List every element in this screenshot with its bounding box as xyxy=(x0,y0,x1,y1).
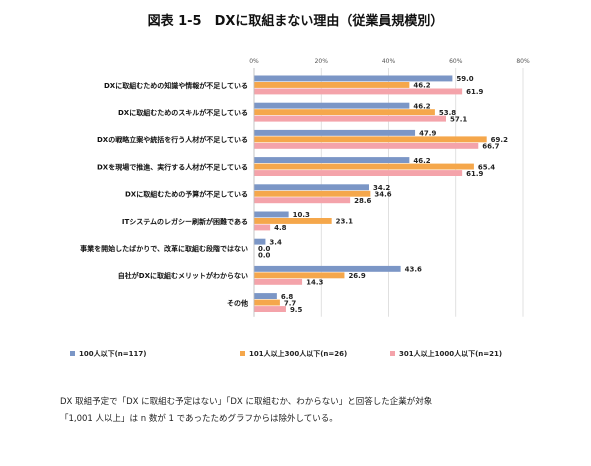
data-label: 43.6 xyxy=(405,266,422,274)
category-label: その他 xyxy=(227,298,248,307)
chart-title: 図表 1-5 DXに取組まない理由（従業員規模別） xyxy=(147,14,444,29)
data-label: 53.8 xyxy=(439,109,456,117)
bar xyxy=(254,306,286,312)
bar xyxy=(254,197,351,204)
category-label: 自社がDXに取組むメリットがわからない xyxy=(118,271,248,280)
bar xyxy=(254,184,369,191)
data-label: 69.2 xyxy=(491,136,508,144)
tick-label: 40% xyxy=(382,58,396,65)
data-label: 14.3 xyxy=(306,279,323,287)
legend-label: 301人以上1000人以下(n=21) xyxy=(399,349,502,358)
data-label: 59.0 xyxy=(456,75,473,83)
bar xyxy=(254,163,474,170)
data-label: 61.9 xyxy=(466,88,483,96)
tick-label: 0% xyxy=(249,58,259,65)
data-label: 47.9 xyxy=(419,130,436,138)
bar xyxy=(254,136,487,143)
category-label: DXに取組むための予算が不足している xyxy=(125,190,248,199)
tick-label: 20% xyxy=(315,58,329,65)
tick-label: 60% xyxy=(449,58,463,65)
data-label: 3.4 xyxy=(269,238,282,246)
category-label: DXに取組むための知識や情報が不足している xyxy=(104,81,248,90)
category-label: 事業を開始したばかりで、改革に取組む段階ではない xyxy=(80,244,248,253)
data-label: 10.3 xyxy=(293,211,310,219)
bar xyxy=(254,115,446,122)
legend-label: 101人以上300人以下(n=26) xyxy=(249,349,347,358)
data-label: 46.2 xyxy=(413,157,430,165)
data-label: 0.0 xyxy=(258,245,271,253)
legend-swatch xyxy=(70,351,75,356)
bar xyxy=(254,238,266,245)
bar xyxy=(254,88,463,95)
data-label: 46.2 xyxy=(413,102,430,110)
data-label: 46.2 xyxy=(413,82,430,90)
data-label: 57.1 xyxy=(450,115,467,123)
legend-swatch xyxy=(390,351,395,356)
bar xyxy=(254,82,410,88)
footnote-1: DX 取組予定で「DX に取組む予定はない」「DX に取組むか、わからない」と回… xyxy=(60,397,433,407)
tick-label: 80% xyxy=(516,58,530,65)
bar xyxy=(254,190,371,197)
bar xyxy=(254,272,345,279)
data-label: 65.4 xyxy=(478,163,495,171)
bar xyxy=(254,265,401,272)
category-label: DXの戦略立案や統括を行う人材が不足している xyxy=(97,135,248,144)
category-label: DXに取組むためのスキルが不足している xyxy=(118,108,248,117)
data-label: 9.5 xyxy=(290,306,303,314)
bar xyxy=(254,299,280,306)
bar xyxy=(254,157,410,163)
legend-label: 100人以下(n=117) xyxy=(79,349,146,358)
bar xyxy=(254,218,332,224)
bar xyxy=(254,129,416,136)
bar xyxy=(254,224,271,231)
bar xyxy=(254,170,463,176)
data-label: 34.2 xyxy=(373,184,390,192)
bar xyxy=(254,211,289,218)
data-label: 23.1 xyxy=(336,218,353,226)
footnote-2: 「1,001 人以上」は n 数が 1 であったためグラフからは除外している。 xyxy=(60,414,338,424)
bar xyxy=(254,142,479,149)
legend-swatch xyxy=(240,351,245,356)
category-label: DXを現場で推進、実行する人材が不足している xyxy=(97,162,248,171)
data-label: 61.9 xyxy=(466,170,483,178)
bar xyxy=(254,293,277,299)
bar xyxy=(254,278,303,285)
data-label: 34.6 xyxy=(374,191,391,199)
data-label: 0.0 xyxy=(258,251,271,259)
data-label: 26.9 xyxy=(348,272,365,280)
data-label: 4.8 xyxy=(274,224,287,232)
data-label: 28.6 xyxy=(354,197,371,205)
category-label: ITシステムのレガシー刷新が困難である xyxy=(122,217,248,226)
bar xyxy=(254,75,453,82)
data-label: 6.8 xyxy=(281,293,294,301)
data-label: 66.7 xyxy=(482,143,499,151)
bar xyxy=(254,109,435,116)
bar xyxy=(254,102,410,109)
data-label: 7.7 xyxy=(284,299,297,307)
